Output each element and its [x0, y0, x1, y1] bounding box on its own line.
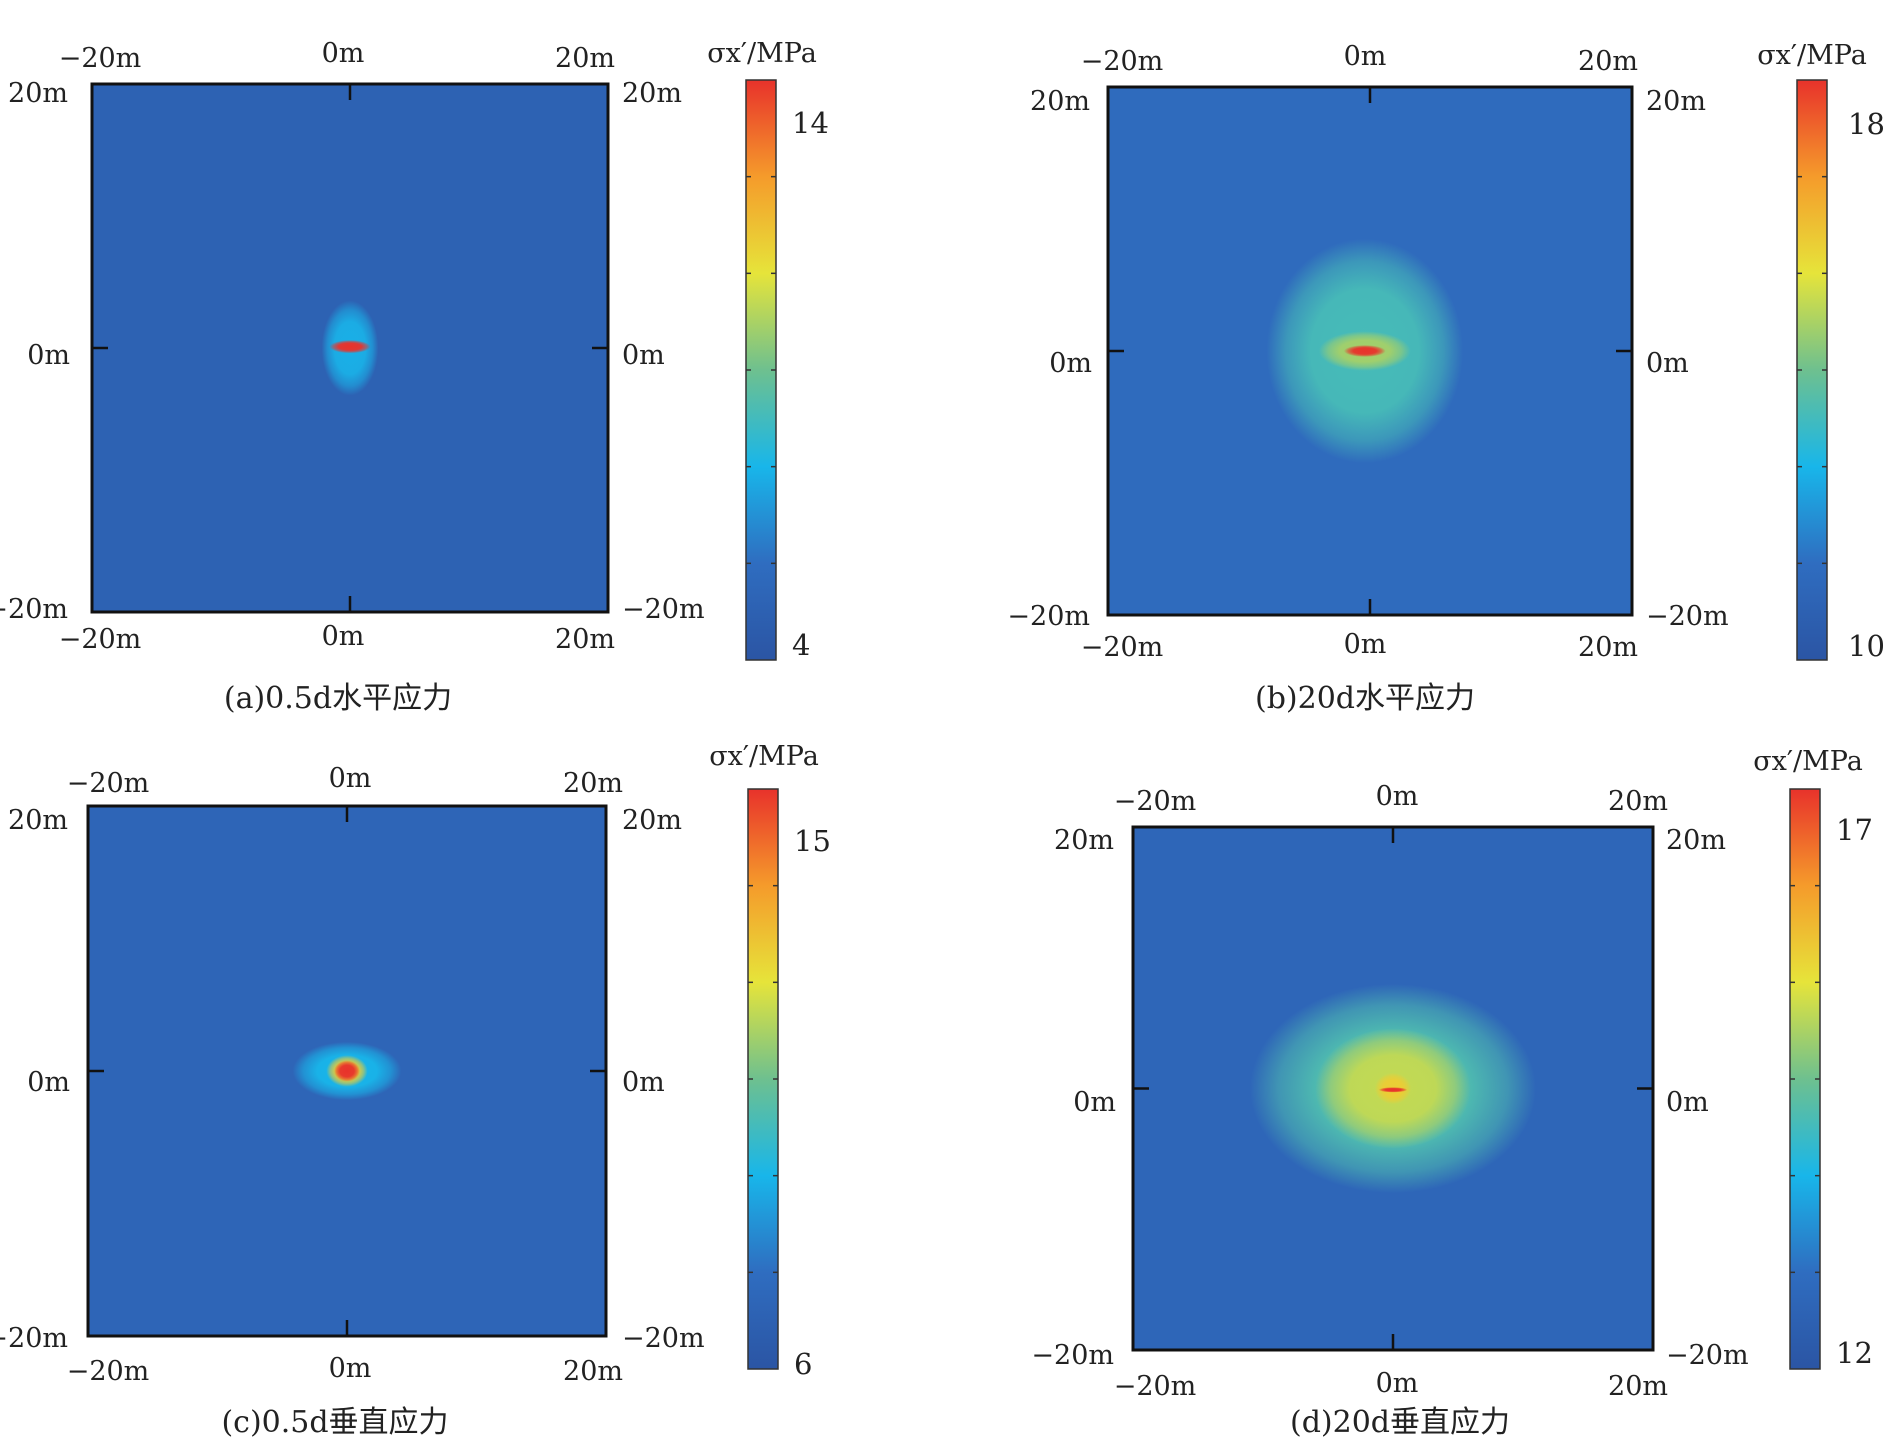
panel-caption: (a)0.5d水平应力 [224, 681, 452, 716]
right-tick-middle: 0m [622, 340, 665, 371]
top-tick-right: 20m [555, 43, 615, 74]
panel-caption: (d)20d垂直应力 [1290, 1405, 1510, 1440]
top-tick-right: 20m [1578, 46, 1638, 77]
bottom-tick-left: −20m [67, 1356, 150, 1387]
stress-contour [1343, 345, 1386, 357]
top-tick-left: −20m [59, 43, 142, 74]
colorbar [1789, 788, 1821, 1370]
colorbar-max-label: 17 [1836, 813, 1873, 847]
bottom-tick-right: 20m [555, 624, 615, 655]
right-tick-top: 20m [1646, 86, 1706, 117]
left-tick-bottom: −20m [0, 1323, 68, 1354]
left-tick-top: 20m [8, 78, 68, 109]
stress-contour [334, 1060, 360, 1082]
bottom-tick-center: 0m [1376, 1368, 1419, 1399]
panel-c: −20m 0m 20m −20m 0m 20m 20m 0m −20m 20m … [0, 741, 831, 1440]
colorbar [1796, 79, 1828, 661]
stress-contour [329, 340, 371, 354]
panel-d: −20m 0m 20m −20m 0m 20m 20m 0m −20m 20m … [1031, 746, 1873, 1440]
colorbar-max-label: 15 [794, 824, 831, 858]
right-tick-top: 20m [622, 805, 682, 836]
contour-plot [1106, 85, 1634, 617]
left-tick-middle: 0m [1073, 1087, 1116, 1118]
colorbar-title: σx′/MPa [709, 741, 819, 772]
panel-caption: (b)20d水平应力 [1255, 681, 1475, 716]
bottom-tick-left: −20m [1081, 632, 1164, 663]
left-tick-middle: 0m [1049, 348, 1092, 379]
right-tick-bottom: −20m [1666, 1340, 1749, 1371]
colorbar [747, 788, 779, 1370]
bottom-tick-center: 0m [322, 621, 365, 652]
stress-contour [1378, 1087, 1408, 1093]
right-tick-bottom: −20m [622, 1323, 705, 1354]
top-tick-left: −20m [1114, 786, 1197, 817]
top-tick-right: 20m [563, 768, 623, 799]
bottom-tick-center: 0m [329, 1353, 372, 1384]
right-tick-bottom: −20m [622, 594, 705, 625]
panel-b: −20m 0m 20m −20m 0m 20m 20m 0m −20m 20m … [1007, 40, 1885, 716]
top-tick-center: 0m [322, 38, 365, 69]
left-tick-bottom: −20m [1031, 1340, 1114, 1371]
bottom-tick-right: 20m [1608, 1371, 1668, 1402]
left-tick-top: 20m [8, 805, 68, 836]
left-tick-top: 20m [1054, 825, 1114, 856]
right-tick-top: 20m [1666, 825, 1726, 856]
left-tick-middle: 0m [27, 1067, 70, 1098]
bottom-tick-center: 0m [1344, 629, 1387, 660]
left-tick-bottom: −20m [0, 594, 68, 625]
panel-a: −20m 0m 20m −20m 0m 20m 20m 0m −20m 20m … [0, 38, 829, 716]
top-tick-center: 0m [1344, 41, 1387, 72]
left-tick-middle: 0m [27, 340, 70, 371]
colorbar-max-label: 14 [792, 106, 829, 140]
colorbar-min-label: 4 [792, 628, 810, 662]
panel-caption: (c)0.5d垂直应力 [221, 1405, 448, 1440]
left-tick-bottom: −20m [1007, 601, 1090, 632]
top-tick-left: −20m [67, 768, 150, 799]
left-tick-top: 20m [1030, 86, 1090, 117]
colorbar-min-label: 12 [1836, 1336, 1873, 1370]
right-tick-middle: 0m [1646, 348, 1689, 379]
bottom-tick-left: −20m [1114, 1371, 1197, 1402]
top-tick-right: 20m [1608, 786, 1668, 817]
bottom-tick-right: 20m [563, 1356, 623, 1387]
contour-plot [90, 82, 610, 614]
contour-plot [86, 804, 608, 1338]
right-tick-middle: 0m [622, 1067, 665, 1098]
colorbar-max-label: 18 [1848, 107, 1885, 141]
colorbar [745, 79, 777, 661]
colorbar-min-label: 6 [794, 1347, 812, 1381]
bottom-tick-left: −20m [59, 624, 142, 655]
right-tick-bottom: −20m [1646, 601, 1729, 632]
colorbar-min-label: 10 [1848, 629, 1885, 663]
colorbar-title: σx′/MPa [1753, 746, 1863, 777]
top-tick-left: −20m [1081, 46, 1164, 77]
contour-plot [1131, 825, 1655, 1352]
colorbar-title: σx′/MPa [707, 38, 817, 69]
top-tick-center: 0m [329, 763, 372, 794]
right-tick-top: 20m [622, 78, 682, 109]
top-tick-center: 0m [1376, 781, 1419, 812]
bottom-tick-right: 20m [1578, 632, 1638, 663]
right-tick-middle: 0m [1666, 1087, 1709, 1118]
colorbar-title: σx′/MPa [1757, 40, 1867, 71]
